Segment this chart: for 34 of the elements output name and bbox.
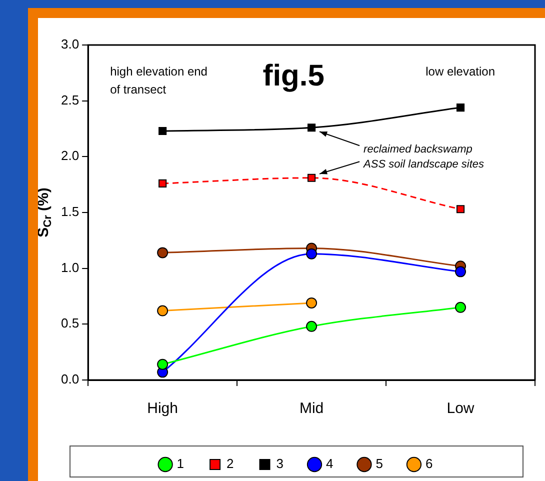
y-tick-label: 1.0: [60, 260, 80, 275]
point: [158, 179, 167, 188]
legend-label: 4: [326, 456, 334, 472]
point: [157, 247, 168, 258]
legend-label: 1: [176, 456, 184, 472]
y-tick-label: 1.5: [60, 204, 80, 220]
annotation: high elevation end of transect: [110, 64, 208, 96]
x-tick-label: Mid: [299, 400, 324, 418]
y-tick-label: 3.0: [60, 36, 80, 52]
x-tick-label: Low: [446, 400, 474, 418]
point: [456, 205, 465, 214]
point: [455, 302, 466, 313]
y-tick-label: 2.5: [60, 92, 80, 108]
point: [306, 320, 318, 332]
legend-label: 2: [226, 456, 234, 472]
y-tick-label: 0.0: [60, 372, 80, 387]
point: [306, 248, 318, 260]
y-tick-label: 0.5: [60, 316, 80, 331]
point: [158, 126, 167, 136]
point: [308, 174, 316, 182]
point: [308, 124, 316, 132]
point: [306, 297, 318, 308]
point: [456, 104, 465, 112]
legend-label: 5: [376, 456, 383, 472]
legend-label: 6: [425, 456, 433, 472]
y-tick-label: 2.0: [60, 148, 80, 164]
point: [455, 266, 466, 278]
x-tick-label: High: [147, 400, 178, 418]
legend-label: 3: [276, 456, 284, 472]
text: fig.5: [262, 59, 324, 92]
annotation: reclaimed backswamp ASS soil landscape sites: [362, 144, 484, 171]
point: [157, 305, 168, 316]
annotation: low elevation: [426, 64, 495, 78]
point: [157, 358, 168, 370]
